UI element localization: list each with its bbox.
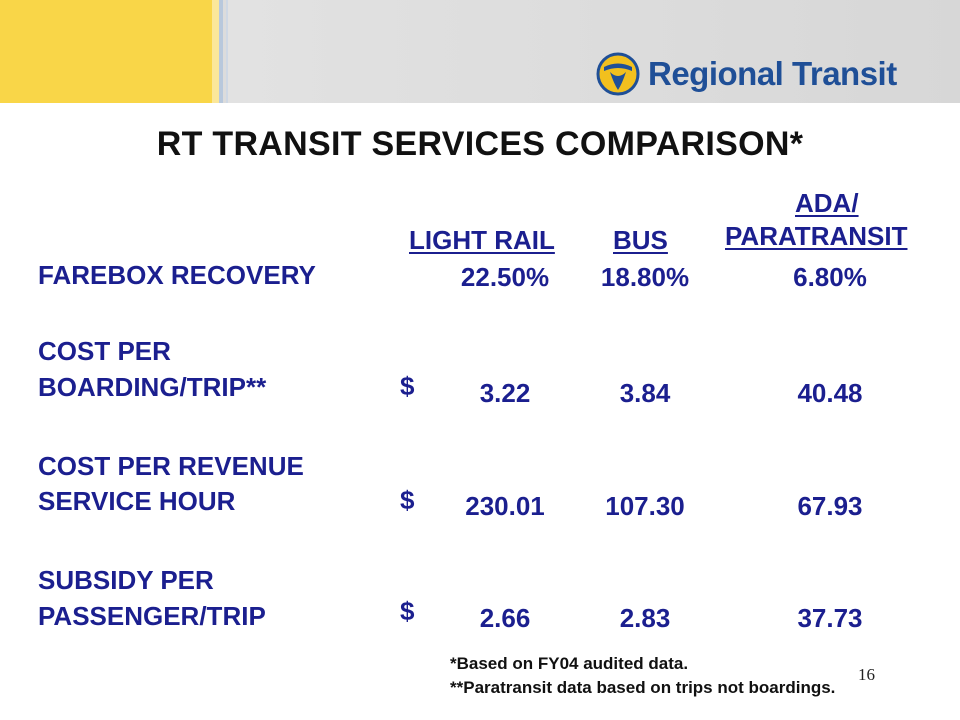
brand-logo: Regional Transit <box>596 52 897 96</box>
page-number: 16 <box>858 665 875 684</box>
row-label-cost-per-revenue-line1: COST PER REVENUE <box>38 451 304 481</box>
row-label-cost-per-revenue-line2: SERVICE HOUR <box>38 486 236 516</box>
banner-blue-line <box>219 0 223 103</box>
cell-subsidy-ada: 37.73 <box>797 603 863 633</box>
banner-yellow-block <box>0 0 212 103</box>
cell-farebox-bus: 18.80% <box>600 262 690 292</box>
cell-farebox-light-rail: 22.50% <box>460 262 550 292</box>
row-label-cost-per-boarding-line1: COST PER <box>38 336 171 366</box>
dollar-sign-subsidy: $ <box>400 596 415 626</box>
header-banner: Regional Transit <box>0 0 960 103</box>
dollar-sign-cost-per-revenue: $ <box>400 485 415 515</box>
slide-title: RT TRANSIT SERVICES COMPARISON* <box>156 125 804 163</box>
cell-cost-per-boarding-bus: 3.84 <box>619 378 671 408</box>
row-label-subsidy-line2: PASSENGER/TRIP <box>38 601 266 631</box>
cell-cost-per-boarding-ada: 40.48 <box>797 378 863 408</box>
column-header-light-rail: LIGHT RAIL <box>409 225 555 255</box>
cell-cost-per-boarding-light-rail: 3.22 <box>479 378 531 408</box>
cell-subsidy-bus: 2.83 <box>619 603 671 633</box>
rt-logo-icon <box>596 52 640 96</box>
row-label-cost-per-boarding-line2: BOARDING/TRIP** <box>38 372 267 402</box>
cell-cost-per-revenue-light-rail: 230.01 <box>465 491 545 521</box>
cell-farebox-ada: 6.80% <box>793 262 867 292</box>
cell-subsidy-light-rail: 2.66 <box>479 603 531 633</box>
dollar-sign-cost-per-boarding: $ <box>400 371 415 401</box>
row-label-farebox-recovery: FAREBOX RECOVERY <box>38 260 316 290</box>
column-header-ada-line1: ADA/ <box>795 188 859 218</box>
brand-name: Regional Transit <box>648 55 897 92</box>
cell-cost-per-revenue-ada: 67.93 <box>797 491 863 521</box>
footnote-fy04: *Based on FY04 audited data. <box>450 654 689 673</box>
banner-yellow-stripe <box>212 0 219 103</box>
cell-cost-per-revenue-bus: 107.30 <box>605 491 685 521</box>
column-header-bus: BUS <box>613 225 668 255</box>
column-header-ada-line2: PARATRANSIT <box>725 221 908 251</box>
row-label-subsidy-line1: SUBSIDY PER <box>38 565 214 595</box>
banner-grey-area <box>228 0 960 103</box>
footnote-paratransit: **Paratransit data based on trips not bo… <box>450 678 836 697</box>
banner-blue-line-2 <box>226 0 228 103</box>
